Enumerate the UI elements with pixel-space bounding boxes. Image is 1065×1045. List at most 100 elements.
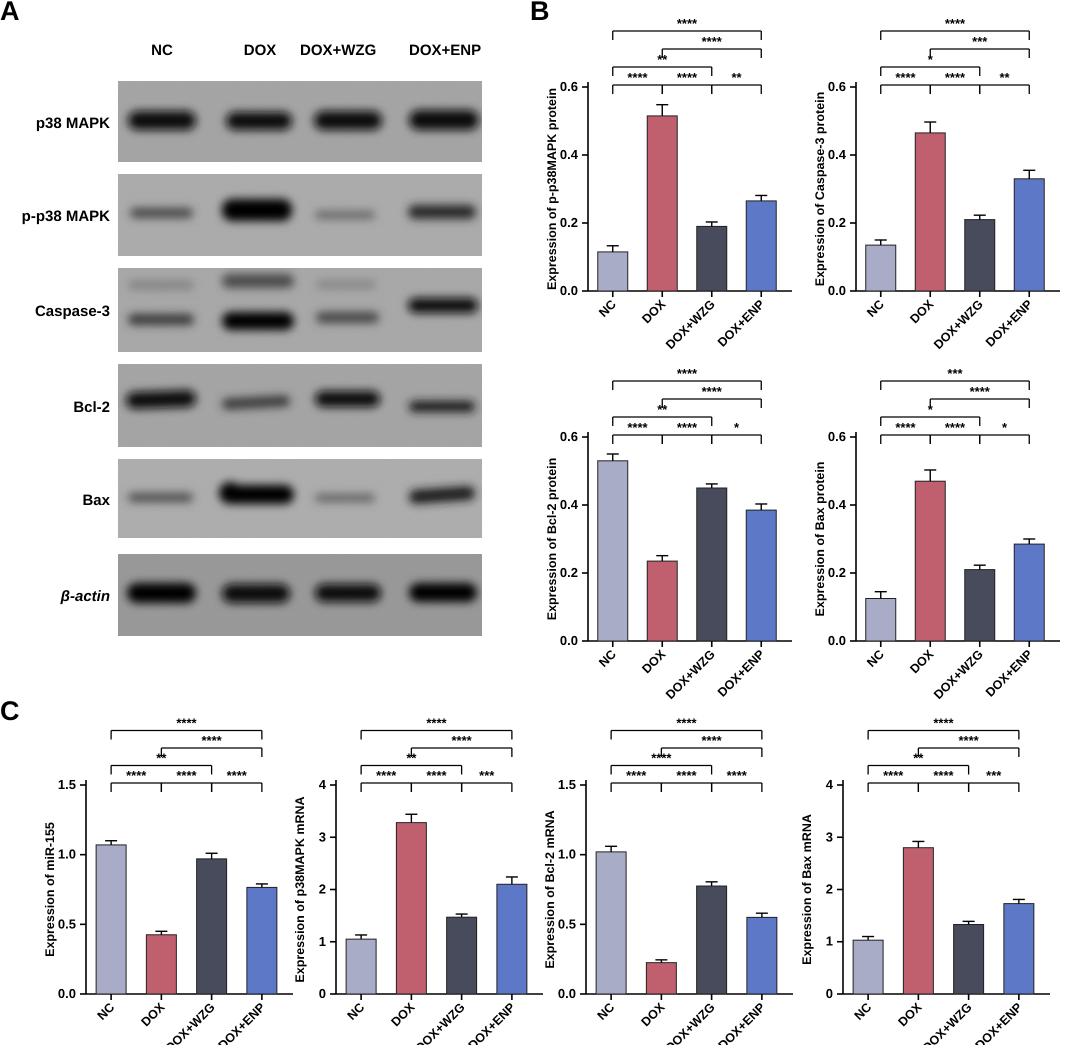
svg-text:DOX+WZG: DOX+WZG — [663, 647, 718, 702]
svg-text:0.6: 0.6 — [828, 79, 846, 94]
svg-text:****: **** — [226, 768, 247, 783]
svg-text:DOX+ENP: DOX+ENP — [983, 647, 1035, 699]
svg-text:****: **** — [701, 733, 722, 748]
svg-text:****: **** — [958, 733, 979, 748]
svg-text:0.4: 0.4 — [560, 497, 579, 512]
svg-text:****: **** — [676, 716, 697, 731]
svg-text:Expression of Bax protein: Expression of Bax protein — [813, 462, 827, 617]
svg-text:NC: NC — [864, 297, 887, 320]
svg-text:****: **** — [677, 16, 698, 31]
svg-text:DOX+ENP: DOX+ENP — [715, 1000, 767, 1045]
svg-text:****: **** — [176, 716, 197, 731]
svg-text:Expression of Bax mRNA: Expression of Bax mRNA — [800, 814, 814, 965]
svg-text:****: **** — [970, 384, 991, 399]
svg-text:DOX+WZG: DOX+WZG — [920, 1000, 975, 1045]
svg-text:***: *** — [986, 768, 1002, 783]
svg-text:****: **** — [376, 768, 397, 783]
svg-text:****: **** — [676, 768, 697, 783]
svg-text:4: 4 — [826, 777, 834, 792]
svg-text:2: 2 — [826, 881, 833, 896]
svg-text:Expression of p-p38MAPK protei: Expression of p-p38MAPK protein — [545, 88, 559, 290]
svg-text:2: 2 — [318, 882, 325, 897]
svg-text:DOX: DOX — [907, 647, 937, 677]
svg-text:NC: NC — [596, 647, 619, 670]
svg-text:Expression of Bcl-2 mRNA: Expression of Bcl-2 mRNA — [542, 810, 556, 968]
svg-text:DOX+WZG: DOX+WZG — [662, 1000, 717, 1045]
svg-text:**: ** — [731, 70, 742, 85]
svg-text:NC: NC — [852, 1000, 875, 1023]
svg-text:0.0: 0.0 — [828, 283, 846, 298]
svg-text:****: **** — [126, 768, 147, 783]
svg-text:****: **** — [895, 420, 916, 435]
svg-text:DOX: DOX — [639, 647, 669, 677]
svg-text:****: **** — [933, 768, 954, 783]
svg-text:****: **** — [945, 70, 966, 85]
svg-text:1.0: 1.0 — [58, 847, 76, 862]
svg-text:DOX+ENP: DOX+ENP — [215, 1000, 267, 1045]
svg-text:3: 3 — [826, 829, 833, 844]
svg-text:0.0: 0.0 — [560, 633, 578, 648]
svg-text:****: **** — [945, 420, 966, 435]
svg-text:0.2: 0.2 — [828, 565, 846, 580]
svg-text:*: * — [734, 420, 740, 435]
svg-text:DOX: DOX — [138, 1000, 168, 1030]
svg-text:0.5: 0.5 — [557, 916, 575, 931]
svg-text:***: *** — [947, 366, 963, 381]
svg-text:0.5: 0.5 — [58, 916, 76, 931]
svg-text:0: 0 — [826, 986, 833, 1001]
svg-text:****: **** — [677, 70, 698, 85]
svg-text:0.6: 0.6 — [828, 429, 846, 444]
svg-text:****: **** — [627, 70, 648, 85]
svg-text:****: **** — [626, 768, 647, 783]
svg-text:DOX: DOX — [895, 1000, 925, 1030]
svg-text:****: **** — [426, 768, 447, 783]
svg-text:0.4: 0.4 — [828, 147, 847, 162]
svg-text:*: * — [1002, 420, 1008, 435]
svg-text:DOX+WZG: DOX+WZG — [412, 1000, 467, 1045]
svg-text:DOX+ENP: DOX+ENP — [465, 1000, 517, 1045]
svg-text:DOX+ENP: DOX+ENP — [983, 297, 1035, 349]
svg-text:1.0: 1.0 — [557, 847, 575, 862]
svg-text:****: **** — [726, 768, 747, 783]
svg-text:1.5: 1.5 — [58, 777, 76, 792]
svg-text:0: 0 — [318, 986, 325, 1001]
svg-text:****: **** — [677, 366, 698, 381]
svg-text:****: **** — [933, 716, 954, 731]
svg-text:DOX+ENP: DOX+ENP — [973, 1000, 1025, 1045]
svg-text:****: **** — [627, 420, 648, 435]
svg-text:0.0: 0.0 — [560, 283, 578, 298]
svg-text:3: 3 — [318, 829, 325, 844]
svg-text:NC: NC — [864, 647, 887, 670]
svg-text:DOX: DOX — [388, 1000, 418, 1030]
svg-text:****: **** — [176, 768, 197, 783]
svg-text:0.0: 0.0 — [557, 986, 575, 1001]
svg-text:Expression of Caspase-3 protei: Expression of Caspase-3 protein — [813, 92, 827, 287]
svg-text:DOX+WZG: DOX+WZG — [931, 297, 986, 352]
svg-text:****: **** — [702, 34, 723, 49]
svg-text:0.0: 0.0 — [828, 633, 846, 648]
svg-text:1: 1 — [318, 934, 325, 949]
svg-text:**: ** — [999, 70, 1010, 85]
svg-text:0.4: 0.4 — [828, 497, 847, 512]
svg-text:DOX+WZG: DOX+WZG — [931, 647, 986, 702]
svg-text:****: **** — [677, 420, 698, 435]
svg-text:0.6: 0.6 — [560, 79, 578, 94]
svg-text:DOX+WZG: DOX+WZG — [663, 297, 718, 352]
svg-text:DOX: DOX — [639, 297, 669, 327]
svg-text:****: **** — [702, 384, 723, 399]
svg-text:DOX+ENP: DOX+ENP — [715, 297, 767, 349]
svg-text:Expression of p38MAPK mRNA: Expression of p38MAPK mRNA — [293, 796, 307, 982]
svg-text:NC: NC — [344, 1000, 367, 1023]
svg-text:0.2: 0.2 — [828, 215, 846, 230]
svg-text:DOX+ENP: DOX+ENP — [715, 647, 767, 699]
svg-text:1.5: 1.5 — [557, 777, 575, 792]
svg-text:DOX: DOX — [638, 1000, 668, 1030]
svg-text:****: **** — [201, 733, 222, 748]
svg-text:0.2: 0.2 — [560, 565, 578, 580]
svg-text:****: **** — [451, 733, 472, 748]
svg-text:****: **** — [945, 16, 966, 31]
svg-text:0.4: 0.4 — [560, 147, 579, 162]
svg-text:0.0: 0.0 — [58, 986, 76, 1001]
svg-text:NC: NC — [596, 297, 619, 320]
svg-text:0.2: 0.2 — [560, 215, 578, 230]
